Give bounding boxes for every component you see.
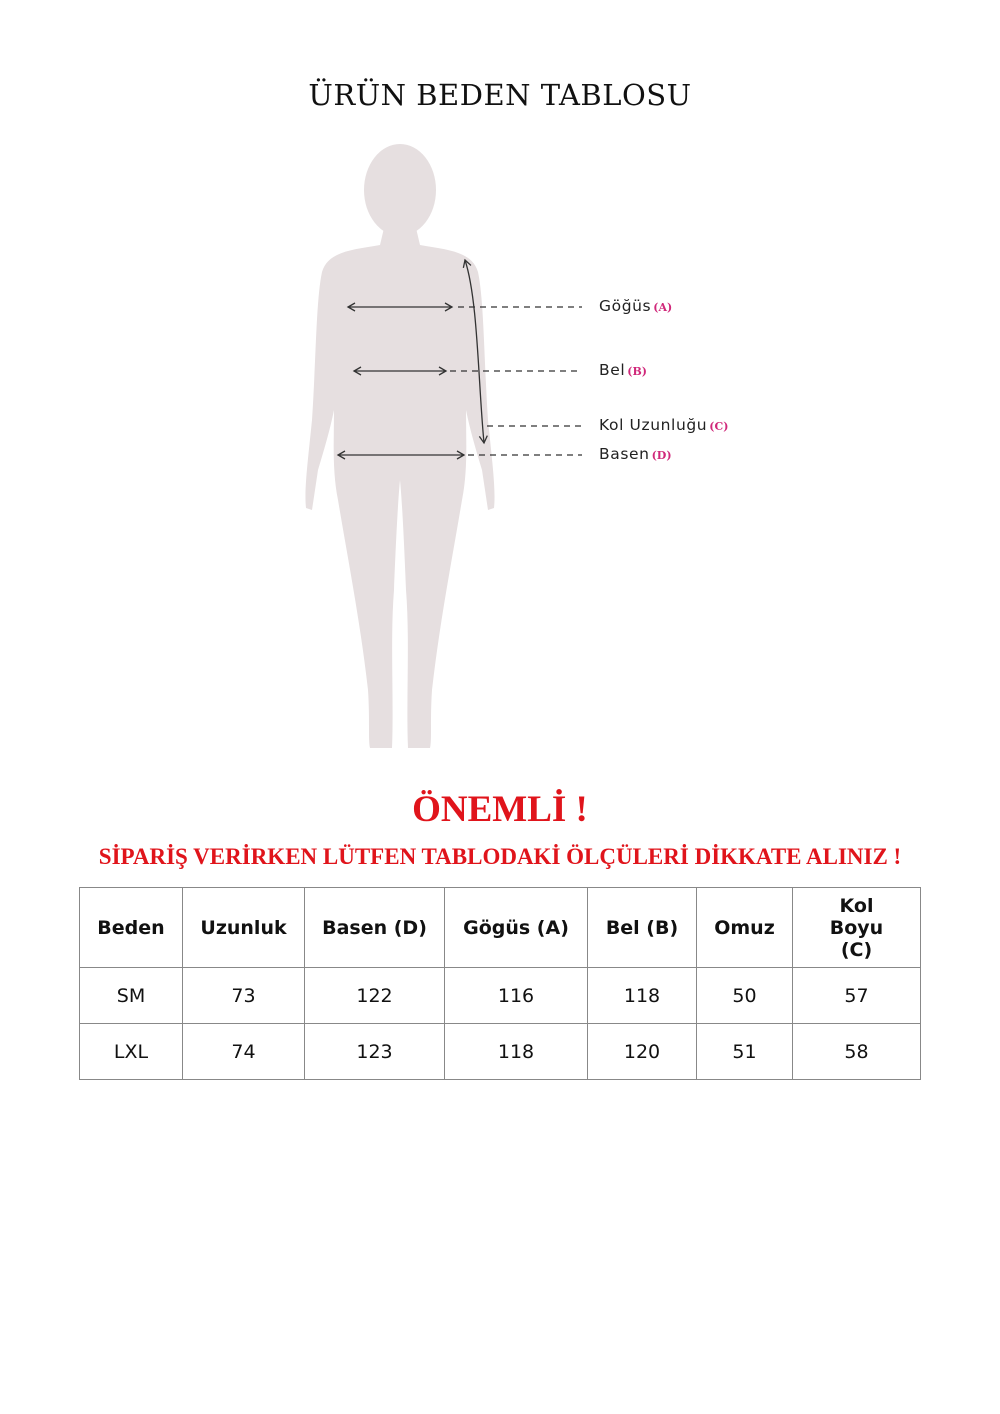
hip-label: Basen (D) (599, 445, 672, 463)
size-table: Beden Uzunluk Basen (D) Gögüs (A) Bel (B… (79, 887, 921, 1080)
header-cell: Gögüs (A) (444, 887, 588, 968)
table-cell: LXL (79, 1023, 183, 1080)
header-cell: Omuz (696, 887, 793, 968)
table-header-row: Beden Uzunluk Basen (D) Gögüs (A) Bel (B… (79, 887, 921, 968)
sleeve-label: Kol Uzunluğu (C) (599, 416, 728, 434)
table-row: SM 73 122 116 118 50 57 (79, 967, 921, 1024)
table-cell: 73 (182, 967, 305, 1024)
table-cell: 118 (587, 967, 697, 1024)
table-cell: 122 (304, 967, 445, 1024)
table-cell: 50 (696, 967, 793, 1024)
table-cell: 57 (792, 967, 921, 1024)
table-cell: 120 (587, 1023, 697, 1080)
hip-label-text: Basen (599, 445, 650, 463)
waist-label-text: Bel (599, 361, 626, 379)
hip-code: (D) (651, 449, 672, 462)
warning-text: SİPARİŞ VERİRKEN LÜTFEN TABLODAKİ ÖLÇÜLE… (98, 844, 902, 869)
table-cell: 123 (304, 1023, 445, 1080)
chest-label-text: Göğüs (599, 297, 652, 315)
silhouette (305, 144, 495, 748)
header-cell: Uzunluk (182, 887, 305, 968)
sleeve-label-text: Kol Uzunluğu (599, 416, 708, 434)
table-cell: 118 (444, 1023, 588, 1080)
chest-label: Göğüs (A) (599, 297, 672, 315)
table-cell: 51 (696, 1023, 793, 1080)
table-cell: SM (79, 967, 183, 1024)
body-silhouette-diagram (305, 144, 582, 748)
table-cell: 74 (182, 1023, 305, 1080)
header-cell: Basen (D) (304, 887, 445, 968)
table-row: LXL 74 123 118 120 51 58 (79, 1023, 921, 1080)
header-cell: Beden (79, 887, 183, 968)
header-cell: Kol Boyu (C) (792, 887, 921, 968)
sleeve-arrow (462, 258, 488, 445)
page-title: ÜRÜN BEDEN TABLOSU (308, 78, 692, 112)
sleeve-code: (C) (709, 420, 729, 433)
table-cell: 58 (792, 1023, 921, 1080)
waist-code: (B) (627, 365, 647, 378)
table-cell: 116 (444, 967, 588, 1024)
important-heading: ÖNEMLİ ! (412, 789, 588, 830)
header-cell: Bel (B) (587, 887, 697, 968)
chest-code: (A) (653, 301, 673, 314)
waist-label: Bel (B) (599, 361, 647, 379)
